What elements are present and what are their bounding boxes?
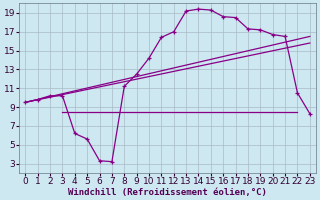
X-axis label: Windchill (Refroidissement éolien,°C): Windchill (Refroidissement éolien,°C) bbox=[68, 188, 267, 197]
